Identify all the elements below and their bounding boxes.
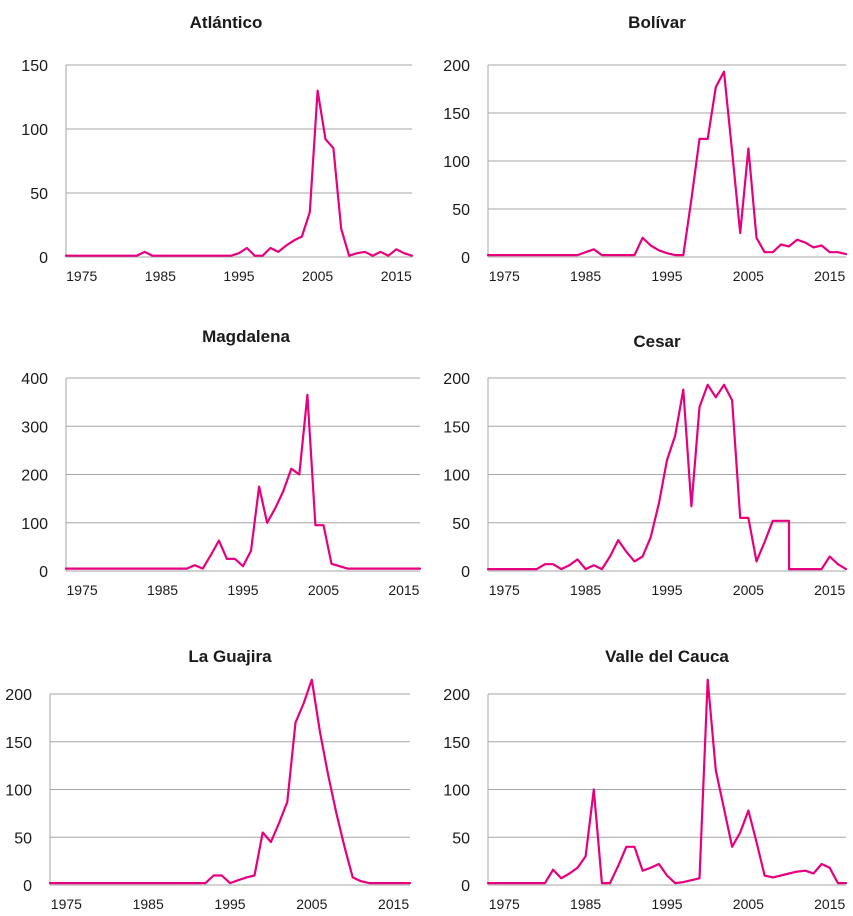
y-tick-label: 100	[21, 516, 48, 533]
x-tick-label: 1995	[223, 268, 254, 284]
y-tick-label: 200	[443, 687, 470, 704]
x-tick-label: 1985	[147, 582, 178, 598]
x-tick-label: 1985	[570, 896, 601, 912]
x-tick-label: 1995	[651, 582, 682, 598]
x-tick-label: 2005	[302, 268, 333, 284]
y-tick-label: 100	[443, 783, 470, 800]
y-tick-label: 200	[5, 687, 32, 704]
y-tick-label: 400	[21, 371, 48, 388]
chart-title: Cesar	[633, 332, 681, 351]
y-tick-label: 0	[461, 564, 470, 581]
series-line-valle-del-cauca	[486, 678, 848, 885]
x-tick-label: 1995	[651, 896, 682, 912]
x-tick-label: 1975	[66, 268, 97, 284]
y-tick-label: 150	[21, 58, 48, 75]
x-tick-label: 2005	[733, 896, 764, 912]
chart-panel-bolivar: Bolívar 0 50 100 150 200 1975 1985 1995 2005 2015	[443, 13, 848, 284]
x-tick-label: 1995	[651, 268, 682, 284]
y-tick-label: 50	[452, 202, 470, 219]
x-tick-label: 2015	[814, 582, 845, 598]
x-tick-label: 2015	[814, 268, 845, 284]
y-tick-label: 0	[39, 564, 48, 581]
y-tick-label: 200	[21, 468, 48, 485]
chart-panel-atlantico: Atlántico 0 50 100 150 1975 1985 1995 2005 2015	[21, 13, 414, 284]
series-line-la-guajira	[48, 678, 412, 885]
x-tick-label: 1985	[570, 582, 601, 598]
x-tick-label: 1985	[133, 896, 164, 912]
x-tick-label: 1995	[214, 896, 245, 912]
series-line-magdalena	[64, 393, 422, 570]
y-tick-label: 150	[443, 419, 470, 436]
x-tick-label: 1975	[489, 268, 520, 284]
x-tick-label: 2015	[388, 582, 419, 598]
x-tick-label: 1985	[570, 268, 601, 284]
y-tick-label: 0	[23, 878, 32, 895]
chart-panel-la-guajira: La Guajira 0 50 100 150 200 1975 1985 1995 2005 20…	[5, 647, 412, 912]
x-tick-label: 1985	[145, 268, 176, 284]
y-tick-label: 100	[443, 468, 470, 485]
series-line-cesar	[486, 383, 848, 571]
chart-title: La Guajira	[188, 647, 272, 666]
y-tick-label: 50	[452, 830, 470, 847]
chart-panel-cesar: Cesar 0 50 100 150 200 1975 1985 1995 2005 2015	[443, 332, 848, 598]
y-tick-label: 150	[5, 735, 32, 752]
x-tick-label: 2015	[381, 268, 412, 284]
x-tick-label: 2005	[296, 896, 327, 912]
y-tick-label: 200	[443, 58, 470, 75]
y-tick-label: 0	[39, 250, 48, 267]
x-tick-label: 2005	[308, 582, 339, 598]
chart-title: Valle del Cauca	[605, 647, 729, 666]
x-tick-label: 1975	[67, 582, 98, 598]
y-tick-label: 100	[443, 154, 470, 171]
y-tick-label: 0	[461, 878, 470, 895]
series-line-bolivar	[486, 70, 848, 257]
x-tick-label: 2005	[733, 582, 764, 598]
series-line-atlantico	[64, 89, 414, 257]
chart-title: Atlántico	[190, 13, 263, 32]
y-tick-label: 0	[461, 250, 470, 267]
y-tick-label: 50	[14, 830, 32, 847]
y-tick-label: 150	[443, 735, 470, 752]
chart-title: Bolívar	[628, 13, 686, 32]
x-tick-label: 2015	[378, 896, 409, 912]
chart-panel-valle-del-cauca: Valle del Cauca 0 50 100 150 200 1975 1985 1995 2…	[443, 647, 848, 912]
x-tick-label: 2015	[814, 896, 845, 912]
x-tick-label: 2005	[733, 268, 764, 284]
y-tick-label: 150	[443, 106, 470, 123]
x-tick-label: 1975	[489, 896, 520, 912]
y-tick-label: 100	[21, 122, 48, 139]
chart-panel-magdalena: Magdalena 0 100 200 300 400 1975 1985 1995 2005 20…	[21, 327, 422, 598]
y-tick-label: 50	[30, 186, 48, 203]
y-tick-label: 50	[452, 516, 470, 533]
y-tick-label: 200	[443, 371, 470, 388]
chart-title: Magdalena	[202, 327, 290, 346]
x-tick-label: 1975	[489, 582, 520, 598]
y-tick-label: 100	[5, 783, 32, 800]
x-tick-label: 1995	[227, 582, 258, 598]
y-tick-label: 300	[21, 419, 48, 436]
x-tick-label: 1975	[51, 896, 82, 912]
